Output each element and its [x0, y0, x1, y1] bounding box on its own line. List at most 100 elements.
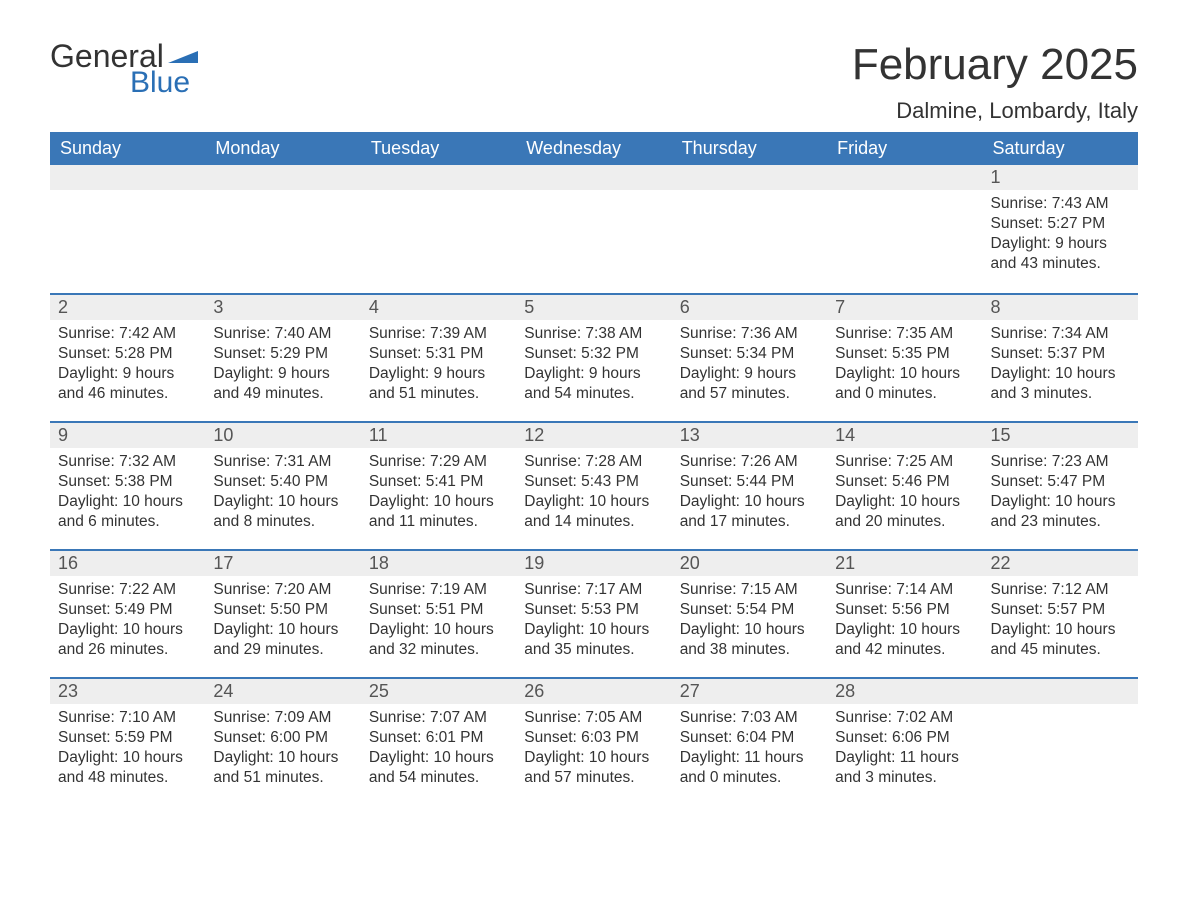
day-number	[205, 165, 360, 190]
day-details: Sunrise: 7:02 AMSunset: 6:06 PMDaylight:…	[827, 704, 982, 799]
calendar-empty-cell	[50, 165, 205, 293]
day-details: Sunrise: 7:28 AMSunset: 5:43 PMDaylight:…	[516, 448, 671, 543]
day-number: 20	[672, 549, 827, 576]
calendar-day-cell: 23Sunrise: 7:10 AMSunset: 5:59 PMDayligh…	[50, 677, 205, 805]
calendar-day-cell: 20Sunrise: 7:15 AMSunset: 5:54 PMDayligh…	[672, 549, 827, 677]
day-details: Sunrise: 7:35 AMSunset: 5:35 PMDaylight:…	[827, 320, 982, 415]
day-details: Sunrise: 7:03 AMSunset: 6:04 PMDaylight:…	[672, 704, 827, 799]
day-number	[983, 677, 1138, 704]
day-number: 21	[827, 549, 982, 576]
day-details: Sunrise: 7:29 AMSunset: 5:41 PMDaylight:…	[361, 448, 516, 543]
day-number: 26	[516, 677, 671, 704]
calendar-day-cell: 22Sunrise: 7:12 AMSunset: 5:57 PMDayligh…	[983, 549, 1138, 677]
day-number: 17	[205, 549, 360, 576]
day-number: 12	[516, 421, 671, 448]
weekday-header: Saturday	[983, 132, 1138, 165]
calendar-day-cell: 11Sunrise: 7:29 AMSunset: 5:41 PMDayligh…	[361, 421, 516, 549]
calendar-day-cell: 9Sunrise: 7:32 AMSunset: 5:38 PMDaylight…	[50, 421, 205, 549]
page-header: General Blue February 2025 Dalmine, Lomb…	[50, 40, 1138, 124]
day-number: 13	[672, 421, 827, 448]
day-details: Sunrise: 7:38 AMSunset: 5:32 PMDaylight:…	[516, 320, 671, 415]
day-number: 14	[827, 421, 982, 448]
day-details: Sunrise: 7:20 AMSunset: 5:50 PMDaylight:…	[205, 576, 360, 671]
calendar-day-cell: 4Sunrise: 7:39 AMSunset: 5:31 PMDaylight…	[361, 293, 516, 421]
day-details: Sunrise: 7:31 AMSunset: 5:40 PMDaylight:…	[205, 448, 360, 543]
calendar-week-row: 9Sunrise: 7:32 AMSunset: 5:38 PMDaylight…	[50, 421, 1138, 549]
day-details: Sunrise: 7:36 AMSunset: 5:34 PMDaylight:…	[672, 320, 827, 415]
calendar-empty-cell	[516, 165, 671, 293]
day-number	[361, 165, 516, 190]
calendar-body: 1Sunrise: 7:43 AMSunset: 5:27 PMDaylight…	[50, 165, 1138, 805]
day-number: 24	[205, 677, 360, 704]
day-number: 18	[361, 549, 516, 576]
day-details: Sunrise: 7:42 AMSunset: 5:28 PMDaylight:…	[50, 320, 205, 415]
day-number: 7	[827, 293, 982, 320]
calendar-day-cell: 6Sunrise: 7:36 AMSunset: 5:34 PMDaylight…	[672, 293, 827, 421]
calendar-day-cell: 2Sunrise: 7:42 AMSunset: 5:28 PMDaylight…	[50, 293, 205, 421]
day-details: Sunrise: 7:23 AMSunset: 5:47 PMDaylight:…	[983, 448, 1138, 543]
weekday-header: Thursday	[672, 132, 827, 165]
day-details: Sunrise: 7:12 AMSunset: 5:57 PMDaylight:…	[983, 576, 1138, 671]
weekday-header: Tuesday	[361, 132, 516, 165]
day-number: 5	[516, 293, 671, 320]
day-number: 28	[827, 677, 982, 704]
day-number: 23	[50, 677, 205, 704]
calendar-empty-cell	[672, 165, 827, 293]
calendar-table: SundayMondayTuesdayWednesdayThursdayFrid…	[50, 132, 1138, 805]
weekday-header: Monday	[205, 132, 360, 165]
calendar-empty-cell	[983, 677, 1138, 805]
day-number	[827, 165, 982, 190]
calendar-day-cell: 10Sunrise: 7:31 AMSunset: 5:40 PMDayligh…	[205, 421, 360, 549]
day-number: 2	[50, 293, 205, 320]
day-details: Sunrise: 7:32 AMSunset: 5:38 PMDaylight:…	[50, 448, 205, 543]
day-details: Sunrise: 7:40 AMSunset: 5:29 PMDaylight:…	[205, 320, 360, 415]
day-number: 11	[361, 421, 516, 448]
calendar-day-cell: 27Sunrise: 7:03 AMSunset: 6:04 PMDayligh…	[672, 677, 827, 805]
day-details: Sunrise: 7:17 AMSunset: 5:53 PMDaylight:…	[516, 576, 671, 671]
day-details: Sunrise: 7:19 AMSunset: 5:51 PMDaylight:…	[361, 576, 516, 671]
calendar-day-cell: 5Sunrise: 7:38 AMSunset: 5:32 PMDaylight…	[516, 293, 671, 421]
page-title: February 2025	[852, 40, 1138, 90]
day-details: Sunrise: 7:22 AMSunset: 5:49 PMDaylight:…	[50, 576, 205, 671]
day-details: Sunrise: 7:09 AMSunset: 6:00 PMDaylight:…	[205, 704, 360, 799]
day-number: 19	[516, 549, 671, 576]
calendar-day-cell: 3Sunrise: 7:40 AMSunset: 5:29 PMDaylight…	[205, 293, 360, 421]
day-details: Sunrise: 7:05 AMSunset: 6:03 PMDaylight:…	[516, 704, 671, 799]
day-number: 9	[50, 421, 205, 448]
calendar-week-row: 23Sunrise: 7:10 AMSunset: 5:59 PMDayligh…	[50, 677, 1138, 805]
day-details: Sunrise: 7:07 AMSunset: 6:01 PMDaylight:…	[361, 704, 516, 799]
weekday-header: Sunday	[50, 132, 205, 165]
day-number: 22	[983, 549, 1138, 576]
calendar-day-cell: 18Sunrise: 7:19 AMSunset: 5:51 PMDayligh…	[361, 549, 516, 677]
location-subtitle: Dalmine, Lombardy, Italy	[852, 98, 1138, 124]
day-number: 3	[205, 293, 360, 320]
calendar-day-cell: 1Sunrise: 7:43 AMSunset: 5:27 PMDaylight…	[983, 165, 1138, 293]
calendar-day-cell: 17Sunrise: 7:20 AMSunset: 5:50 PMDayligh…	[205, 549, 360, 677]
day-number: 4	[361, 293, 516, 320]
calendar-day-cell: 8Sunrise: 7:34 AMSunset: 5:37 PMDaylight…	[983, 293, 1138, 421]
calendar-day-cell: 15Sunrise: 7:23 AMSunset: 5:47 PMDayligh…	[983, 421, 1138, 549]
day-details: Sunrise: 7:25 AMSunset: 5:46 PMDaylight:…	[827, 448, 982, 543]
day-details: Sunrise: 7:14 AMSunset: 5:56 PMDaylight:…	[827, 576, 982, 671]
calendar-day-cell: 26Sunrise: 7:05 AMSunset: 6:03 PMDayligh…	[516, 677, 671, 805]
weekday-header-row: SundayMondayTuesdayWednesdayThursdayFrid…	[50, 132, 1138, 165]
calendar-day-cell: 25Sunrise: 7:07 AMSunset: 6:01 PMDayligh…	[361, 677, 516, 805]
calendar-day-cell: 28Sunrise: 7:02 AMSunset: 6:06 PMDayligh…	[827, 677, 982, 805]
day-number: 10	[205, 421, 360, 448]
day-details: Sunrise: 7:34 AMSunset: 5:37 PMDaylight:…	[983, 320, 1138, 415]
calendar-empty-cell	[361, 165, 516, 293]
day-number: 1	[983, 165, 1138, 190]
calendar-empty-cell	[827, 165, 982, 293]
brand-blue-text: Blue	[130, 68, 198, 98]
calendar-day-cell: 21Sunrise: 7:14 AMSunset: 5:56 PMDayligh…	[827, 549, 982, 677]
calendar-day-cell: 24Sunrise: 7:09 AMSunset: 6:00 PMDayligh…	[205, 677, 360, 805]
day-number: 6	[672, 293, 827, 320]
day-number: 16	[50, 549, 205, 576]
day-number: 25	[361, 677, 516, 704]
day-number: 8	[983, 293, 1138, 320]
calendar-week-row: 1Sunrise: 7:43 AMSunset: 5:27 PMDaylight…	[50, 165, 1138, 293]
day-number	[50, 165, 205, 190]
day-details: Sunrise: 7:43 AMSunset: 5:27 PMDaylight:…	[983, 190, 1138, 285]
day-details: Sunrise: 7:39 AMSunset: 5:31 PMDaylight:…	[361, 320, 516, 415]
calendar-empty-cell	[205, 165, 360, 293]
